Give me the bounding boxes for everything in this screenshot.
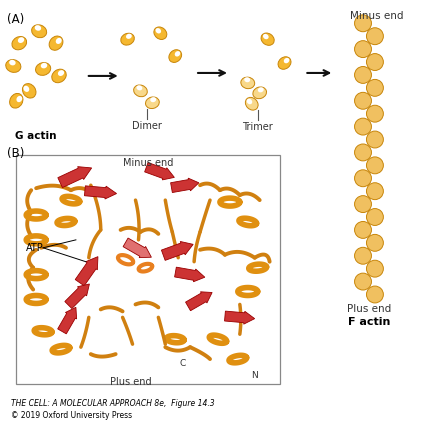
Ellipse shape [245, 97, 258, 110]
Ellipse shape [154, 27, 167, 40]
FancyBboxPatch shape [16, 155, 279, 384]
Circle shape [354, 144, 371, 161]
Polygon shape [58, 167, 92, 187]
Text: Minus end: Minus end [123, 158, 173, 168]
Text: Minus end: Minus end [350, 11, 404, 21]
Ellipse shape [258, 87, 264, 92]
Circle shape [366, 235, 383, 251]
Circle shape [354, 15, 371, 32]
Text: Plus end: Plus end [347, 304, 391, 314]
Circle shape [366, 79, 383, 96]
Text: F actin: F actin [348, 317, 390, 327]
Polygon shape [84, 186, 117, 199]
Ellipse shape [261, 33, 274, 45]
Ellipse shape [32, 25, 47, 37]
Circle shape [366, 131, 383, 148]
Ellipse shape [278, 57, 291, 69]
Circle shape [354, 67, 371, 83]
Ellipse shape [150, 97, 156, 102]
Ellipse shape [121, 33, 134, 45]
Circle shape [354, 170, 371, 187]
Ellipse shape [137, 85, 142, 90]
Circle shape [354, 118, 371, 135]
Ellipse shape [12, 37, 27, 50]
Polygon shape [186, 292, 212, 311]
Circle shape [366, 28, 383, 44]
Text: Plus end: Plus end [110, 377, 151, 387]
Ellipse shape [52, 69, 66, 83]
Ellipse shape [284, 58, 289, 63]
Text: C: C [179, 359, 185, 368]
Ellipse shape [10, 93, 23, 108]
Ellipse shape [36, 63, 51, 75]
Circle shape [366, 183, 383, 200]
Circle shape [366, 286, 383, 303]
Circle shape [366, 260, 383, 277]
Ellipse shape [41, 63, 47, 68]
Text: (B): (B) [7, 147, 25, 160]
Circle shape [366, 54, 383, 71]
Ellipse shape [134, 85, 147, 97]
Text: Trimer: Trimer [243, 122, 273, 132]
Polygon shape [75, 257, 98, 286]
Polygon shape [58, 307, 77, 334]
Ellipse shape [145, 97, 159, 109]
Ellipse shape [49, 36, 63, 50]
Ellipse shape [126, 34, 132, 39]
Ellipse shape [156, 28, 161, 34]
Ellipse shape [247, 99, 252, 104]
Ellipse shape [253, 87, 267, 99]
Ellipse shape [169, 50, 181, 62]
Ellipse shape [58, 70, 64, 76]
Circle shape [354, 92, 371, 109]
Text: THE CELL: A MOLECULAR APPROACH 8e,  Figure 14.3: THE CELL: A MOLECULAR APPROACH 8e, Figur… [11, 399, 215, 408]
Ellipse shape [56, 38, 61, 44]
Ellipse shape [35, 25, 41, 31]
Text: (A): (A) [7, 14, 25, 26]
Ellipse shape [23, 86, 29, 92]
Polygon shape [123, 238, 151, 258]
Ellipse shape [263, 34, 269, 39]
Text: N: N [251, 371, 258, 380]
Circle shape [354, 221, 371, 238]
Text: G actin: G actin [15, 130, 57, 140]
Polygon shape [162, 242, 193, 260]
Ellipse shape [244, 77, 250, 82]
Polygon shape [65, 284, 89, 309]
Text: ATP: ATP [26, 243, 44, 253]
Circle shape [354, 196, 371, 212]
Circle shape [366, 105, 383, 122]
Text: © 2019 Oxford University Press: © 2019 Oxford University Press [11, 411, 132, 420]
Polygon shape [225, 311, 255, 324]
Ellipse shape [17, 96, 22, 102]
Circle shape [354, 247, 371, 264]
Polygon shape [145, 163, 174, 180]
Ellipse shape [9, 60, 16, 65]
Polygon shape [170, 178, 199, 193]
Circle shape [366, 208, 383, 225]
Circle shape [354, 41, 371, 58]
Ellipse shape [241, 77, 255, 89]
Ellipse shape [18, 37, 24, 43]
Circle shape [354, 273, 371, 290]
Ellipse shape [22, 84, 36, 98]
Polygon shape [175, 267, 205, 282]
Circle shape [366, 157, 383, 174]
Ellipse shape [175, 51, 180, 57]
Ellipse shape [6, 60, 21, 72]
Text: Dimer: Dimer [132, 121, 162, 131]
